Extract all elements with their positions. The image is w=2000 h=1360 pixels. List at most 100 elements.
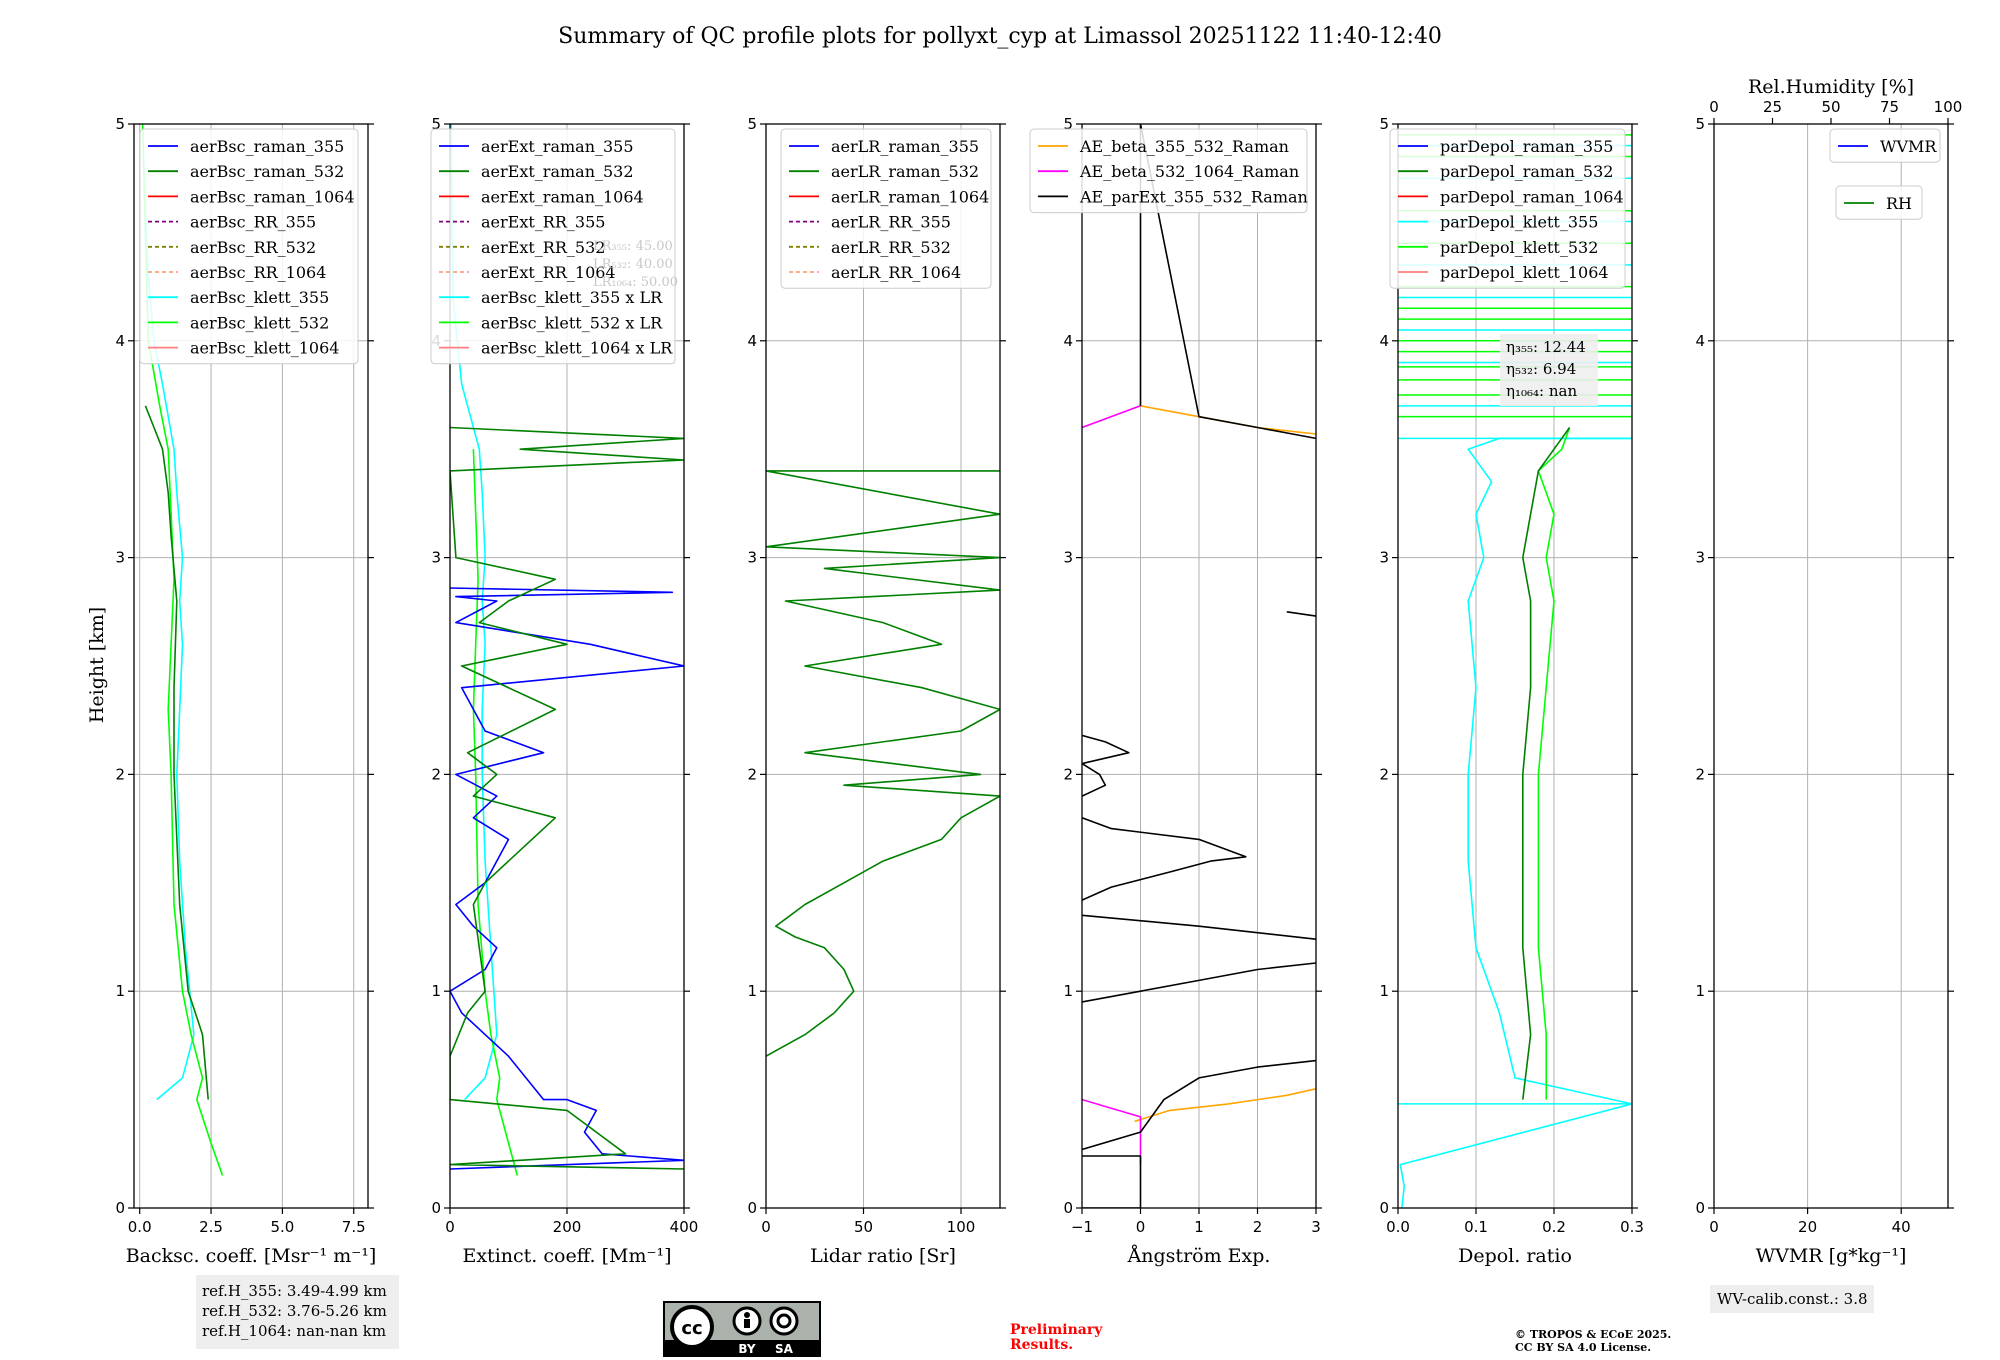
y-tick-label: 2	[1695, 765, 1705, 783]
x-tick-label: 5.0	[270, 1218, 294, 1236]
legend: parDepol_raman_355 parDepol_raman_532 parD…	[1389, 128, 1626, 289]
by-text: BY	[738, 1342, 755, 1356]
series-line	[472, 449, 519, 1176]
legend-label: aerLR_RR_1064	[831, 263, 961, 282]
legend: AE_beta_355_532_Raman AE_beta_532_1064_Ra…	[1029, 128, 1308, 214]
legend-label: aerBsc_raman_532	[190, 162, 344, 181]
plot-area	[766, 470, 1000, 1057]
legend-label: AE_parExt_355_532_Raman	[1079, 187, 1308, 206]
x-tick-label: 2	[1253, 1218, 1263, 1236]
y-tick-label: 2	[431, 765, 441, 783]
legend-label: parDepol_klett_355	[1440, 213, 1598, 232]
y-tick-label: 1	[1695, 982, 1705, 1000]
y-tick-label: 4	[1695, 332, 1705, 350]
top-x-tick-label: 50	[1821, 98, 1840, 116]
series-line	[1082, 1098, 1142, 1165]
legend-label: aerExt_RR_532	[481, 238, 605, 257]
legend: aerExt_raman_355 aerExt_raman_532 aerExt_r…	[430, 128, 676, 365]
series-line	[1082, 962, 1316, 1003]
x-tick-label: 0.0	[128, 1218, 152, 1236]
legend-frame	[1389, 128, 1626, 289]
x-tick-label: 0	[761, 1218, 771, 1236]
series-line	[1082, 914, 1316, 940]
legend-label: parDepol_raman_532	[1440, 162, 1613, 181]
legend-label: AE_beta_355_532_Raman	[1079, 137, 1289, 156]
series-line	[144, 405, 209, 1100]
by-person-head	[744, 1312, 750, 1318]
y-tick-label: 1	[1379, 982, 1389, 1000]
x-tick-label: 0.0	[1386, 1218, 1410, 1236]
legend-label: WVMR	[1880, 137, 1937, 156]
preliminary-label-line1: Preliminary	[1010, 1322, 1103, 1338]
lidar-ratio-note: LR₅₃₂: 40.00	[593, 257, 673, 272]
x-axis-label: Extinct. coeff. [Mm⁻¹]	[462, 1245, 671, 1267]
legend-label: aerLR_RR_532	[831, 238, 951, 257]
y-tick-label: 5	[1695, 115, 1705, 133]
preliminary-label-line2: Results.	[1010, 1337, 1073, 1353]
series-line	[1082, 817, 1247, 901]
cc-license-badge: cc BY SA	[663, 1301, 821, 1357]
axes-frame	[1713, 123, 1949, 1209]
y-tick-label: 3	[431, 549, 441, 567]
series-line	[1082, 1155, 1142, 1208]
x-axis-label: WVMR [g*kg⁻¹]	[1756, 1245, 1907, 1267]
eta-value: η₃₅₅: 12.44	[1506, 338, 1586, 356]
wv-calib-box: WV-calib.const.: 3.8	[1710, 1285, 1874, 1313]
series-line	[1082, 762, 1107, 797]
legend: aerBsc_raman_355 aerBsc_raman_532 aerBsc_r…	[139, 128, 359, 365]
y-tick-label: 4	[115, 332, 125, 350]
y-tick-label: 2	[747, 765, 757, 783]
x-axis-label: Lidar ratio [Sr]	[810, 1245, 956, 1267]
legend-label: aerLR_RR_355	[831, 213, 951, 232]
x-axis-label: Depol. ratio	[1458, 1245, 1572, 1267]
x-tick-label: 0.3	[1620, 1218, 1644, 1236]
panel-bsc: 0.0 2.5 5.0 7.5 0 1 2 3 4 5 Backsc. coeff. [Msr⁻¹ …	[115, 115, 376, 1267]
legend-frame	[1829, 128, 1941, 163]
y-tick-label: 5	[747, 115, 757, 133]
y-tick-label: 0	[1695, 1199, 1705, 1217]
y-tick-label: 5	[115, 115, 125, 133]
y-tick-label: 2	[115, 765, 125, 783]
x-tick-label: 2.5	[199, 1218, 223, 1236]
panel-depol: 0.0 0.1 0.2 0.3 0 1 2 3 4 5 Depol. ratio parDepol_r…	[1379, 115, 1643, 1267]
axes-frame	[1397, 123, 1633, 1209]
plot-area	[1398, 134, 1632, 1208]
legend-label: aerBsc_klett_1064	[190, 339, 339, 358]
y-tick-label: 0	[431, 1199, 441, 1217]
legend-label: aerBsc_RR_355	[190, 213, 316, 232]
lidar-ratio-note: LR₃₅₅: 45.00	[593, 239, 673, 254]
legend: RH	[1835, 185, 1923, 220]
y-tick-label: 0	[1063, 1199, 1073, 1217]
top-x-axis-label: Rel.Humidity [%]	[1748, 76, 1914, 98]
series-line	[1134, 1088, 1316, 1123]
legend-label: aerBsc_klett_355 x LR	[481, 288, 663, 307]
y-tick-label: 2	[1379, 765, 1389, 783]
figure-title: Summary of QC profile plots for pollyxt_…	[558, 24, 1442, 49]
legend-frame	[1835, 185, 1923, 220]
y-tick-label: 5	[431, 115, 441, 133]
legend-label: aerExt_RR_355	[481, 213, 605, 232]
legend: aerLR_raman_355 aerLR_raman_532 aerLR_rama…	[780, 128, 992, 289]
legend-label: aerBsc_klett_355	[190, 288, 329, 307]
plot-area	[450, 124, 684, 1176]
cc-text: cc	[681, 1318, 702, 1339]
series-line	[766, 470, 1000, 1057]
x-axis-label: Ångström Exp.	[1127, 1245, 1271, 1267]
legend-label: parDepol_klett_1064	[1440, 263, 1609, 282]
lidar-ratio-note: LR₁₀₆₄: 50.00	[593, 275, 678, 290]
legend-label: aerBsc_klett_532	[190, 313, 329, 332]
x-tick-label: 3	[1311, 1218, 1321, 1236]
eta-box	[1500, 334, 1598, 406]
x-tick-label: 0	[445, 1218, 455, 1236]
wv-calib-const: WV-calib.const.: 3.8	[1717, 1290, 1868, 1308]
legend-label: aerBsc_klett_1064 x LR	[481, 339, 673, 358]
eta-value: η₁₀₆₄: nan	[1506, 382, 1577, 400]
y-tick-label: 4	[1379, 332, 1389, 350]
top-x-tick-label: 75	[1880, 98, 1899, 116]
plot-area	[1082, 124, 1316, 1208]
legend-label: aerLR_raman_355	[831, 137, 979, 156]
legend-label: aerLR_raman_1064	[831, 187, 989, 206]
y-axis-label: Height [km]	[86, 607, 108, 723]
y-tick-label: 3	[1063, 549, 1073, 567]
